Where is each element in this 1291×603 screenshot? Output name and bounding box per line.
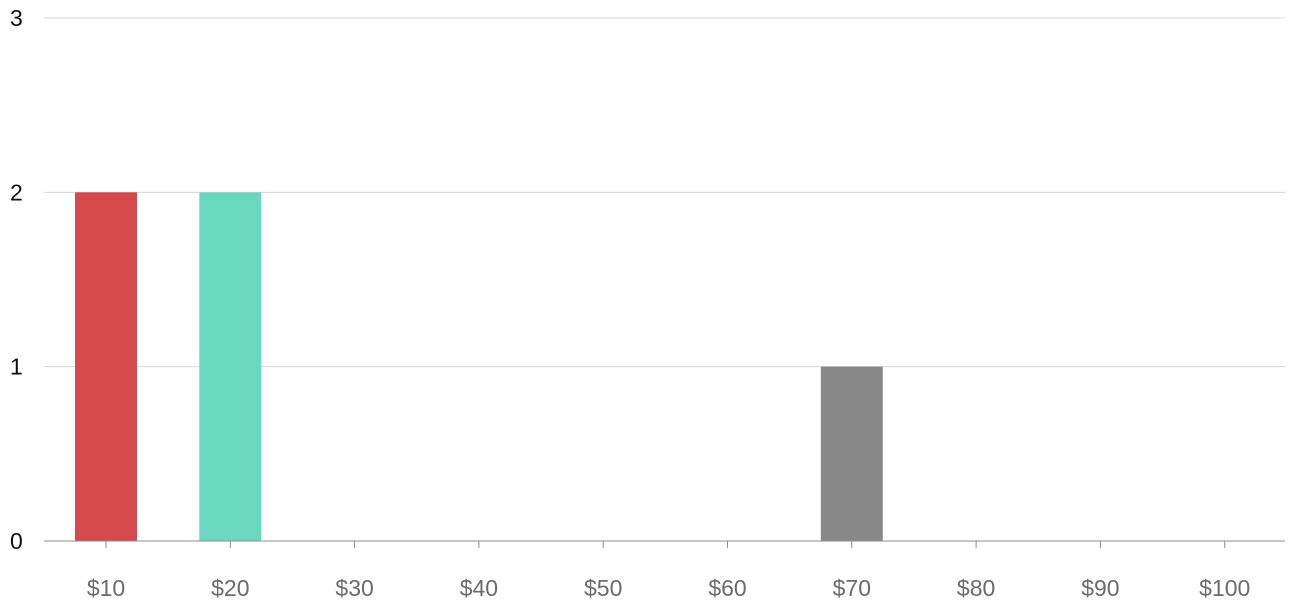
x-tick-label: $30 xyxy=(335,575,373,601)
y-tick-label: 0 xyxy=(10,528,23,554)
x-axis xyxy=(44,540,1285,548)
x-axis-labels: $10 $20 $30 $40 $50 $60 $70 $80 $90 $100 xyxy=(87,575,1250,601)
y-tick-label: 2 xyxy=(10,179,23,205)
x-tick-label: $90 xyxy=(1081,575,1119,601)
x-tick-label: $20 xyxy=(211,575,249,601)
bar-usd-70 xyxy=(820,366,883,541)
x-tick-label: $80 xyxy=(957,575,995,601)
bar-usd-20 xyxy=(199,192,262,542)
x-tick-label: $50 xyxy=(584,575,622,601)
x-tick-label: $70 xyxy=(833,575,871,601)
bars xyxy=(75,192,883,542)
y-axis-labels: 0 1 2 3 xyxy=(10,5,23,554)
y-tick-label: 3 xyxy=(10,5,23,31)
x-tick-label: $60 xyxy=(708,575,746,601)
x-tick-label: $10 xyxy=(87,575,125,601)
bar-usd-10 xyxy=(75,192,137,542)
y-tick-label: 1 xyxy=(10,354,23,380)
x-tick-label: $40 xyxy=(460,575,498,601)
x-tick-label: $100 xyxy=(1199,575,1250,601)
